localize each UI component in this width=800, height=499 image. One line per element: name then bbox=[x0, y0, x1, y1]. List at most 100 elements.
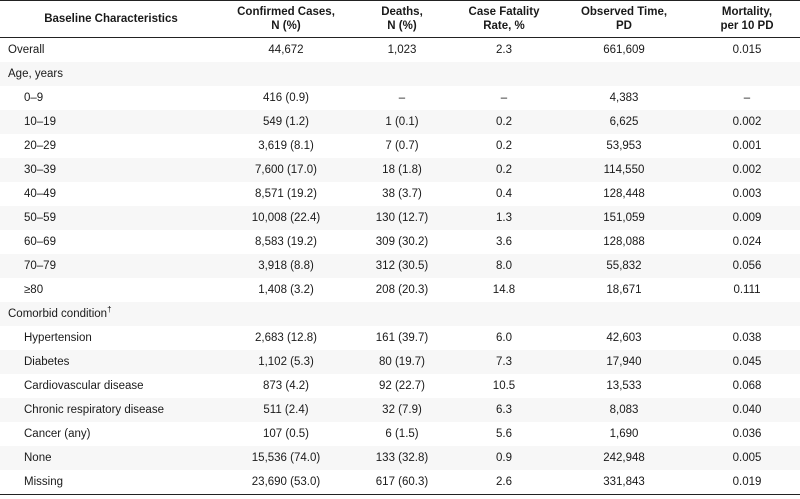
cell-mortality: 0.002 bbox=[694, 110, 800, 134]
table-row: Hypertension 2,683 (12.8) 161 (39.7) 6.0 42,… bbox=[0, 326, 800, 350]
cell-case-fatality-rate: 2.3 bbox=[496, 44, 512, 56]
row-label: 20–29 bbox=[24, 140, 56, 152]
cell-case-fatality-rate: 0.2 bbox=[454, 110, 554, 134]
cell-confirmed-cases: 2,683 (12.8) bbox=[254, 332, 317, 344]
row-label: Overall bbox=[8, 44, 45, 56]
cell-confirmed-cases: 15,536 (74.0) bbox=[222, 446, 350, 470]
row-label: 60–69 bbox=[24, 236, 56, 248]
cell-confirmed-cases: 7,600 (17.0) bbox=[222, 158, 350, 182]
cell-observed-time: 128,448 bbox=[603, 188, 645, 200]
cell-deaths: 6 (1.5) bbox=[385, 428, 419, 440]
cell-mortality bbox=[694, 62, 800, 86]
cell-mortality: 0.001 bbox=[732, 140, 762, 152]
cell-observed-time: 114,550 bbox=[554, 158, 694, 182]
cell-deaths: 133 (32.8) bbox=[350, 446, 454, 470]
cell-case-fatality-rate: 10.5 bbox=[492, 380, 516, 392]
cell-case-fatality-rate: 0.2 bbox=[496, 140, 512, 152]
header-row: Baseline Characteristics Confirmed Cases… bbox=[0, 0, 800, 38]
cell-deaths: 18 (1.8) bbox=[350, 158, 454, 182]
cell-observed-time: 17,940 bbox=[554, 350, 694, 374]
cell-confirmed-cases bbox=[222, 62, 350, 86]
cell-observed-time bbox=[554, 302, 694, 326]
cell-mortality: 0.009 bbox=[694, 206, 800, 230]
cell-deaths: 32 (7.9) bbox=[350, 398, 454, 422]
row-label: Cancer (any) bbox=[24, 428, 91, 440]
cell-confirmed-cases bbox=[222, 302, 350, 326]
row-label: 30–39 bbox=[0, 158, 222, 182]
table-row: Comorbid condition† bbox=[0, 302, 800, 326]
cell-deaths bbox=[350, 302, 454, 326]
cell-case-fatality-rate: 2.6 bbox=[454, 470, 554, 495]
cell-case-fatality-rate: 0.9 bbox=[454, 446, 554, 470]
cell-observed-time bbox=[554, 62, 694, 86]
cell-deaths: 1 (0.1) bbox=[350, 110, 454, 134]
cell-confirmed-cases: 1,408 (3.2) bbox=[258, 284, 314, 296]
cell-mortality: 0.036 bbox=[732, 428, 762, 440]
table-row: 60–69 8,583 (19.2) 309 (30.2) 3.6 128,088 0.0… bbox=[0, 230, 800, 254]
row-label: None bbox=[0, 446, 222, 470]
cell-deaths: 80 (19.7) bbox=[350, 350, 454, 374]
table-row: Age, years bbox=[0, 62, 800, 86]
cell-mortality bbox=[694, 302, 800, 326]
header-case-fatality-rate: Case Fatality Rate, % bbox=[454, 0, 554, 38]
cell-mortality: 0.111 bbox=[733, 284, 761, 296]
cell-confirmed-cases: 8,571 (19.2) bbox=[254, 188, 317, 200]
cell-confirmed-cases: 44,672 bbox=[268, 44, 304, 56]
cell-observed-time: 53,953 bbox=[606, 140, 642, 152]
table-row: Diabetes 1,102 (5.3) 80 (19.7) 7.3 17,940 0.0… bbox=[0, 350, 800, 374]
cell-case-fatality-rate: 3.6 bbox=[496, 236, 512, 248]
cell-deaths: 161 (39.7) bbox=[375, 332, 429, 344]
cell-mortality: 0.005 bbox=[694, 446, 800, 470]
table-row: 70–79 3,918 (8.8) 312 (30.5) 8.0 55,832 0.056 bbox=[0, 254, 800, 278]
header-deaths: Deaths, N (%) bbox=[350, 0, 454, 38]
row-label: 40–49 bbox=[24, 188, 56, 200]
cell-confirmed-cases: 416 (0.9) bbox=[262, 92, 310, 104]
row-label: Age, years bbox=[0, 62, 222, 86]
cell-confirmed-cases: 3,619 (8.1) bbox=[258, 140, 314, 152]
table-row: Overall 44,672 1,023 2.3 661,609 0.015 bbox=[0, 38, 800, 63]
header-confirmed-cases: Confirmed Cases, N (%) bbox=[222, 0, 350, 38]
table-row: Missing 23,690 (53.0) 617 (60.3) 2.6 331,843… bbox=[0, 470, 800, 495]
cell-observed-time: 4,383 bbox=[609, 92, 639, 104]
cell-observed-time: 661,609 bbox=[603, 44, 645, 56]
cell-case-fatality-rate: – bbox=[500, 92, 508, 104]
cell-case-fatality-rate: 14.8 bbox=[492, 284, 516, 296]
cell-deaths: 7 (0.7) bbox=[385, 140, 419, 152]
table-row: ≥80 1,408 (3.2) 208 (20.3) 14.8 18,671 0.111 bbox=[0, 278, 800, 302]
table-row: 40–49 8,571 (19.2) 38 (3.7) 0.4 128,448 0.003 bbox=[0, 182, 800, 206]
cell-confirmed-cases: 23,690 (53.0) bbox=[222, 470, 350, 495]
cell-case-fatality-rate: 0.4 bbox=[496, 188, 512, 200]
table-row: 30–39 7,600 (17.0) 18 (1.8) 0.2 114,550 0.002 bbox=[0, 158, 800, 182]
cell-mortality: 0.056 bbox=[694, 254, 800, 278]
cell-case-fatality-rate: 5.6 bbox=[496, 428, 512, 440]
cell-deaths: 1,023 bbox=[387, 44, 417, 56]
cell-case-fatality-rate: 1.3 bbox=[454, 206, 554, 230]
header-baseline-characteristics: Baseline Characteristics bbox=[0, 0, 222, 38]
cell-case-fatality-rate: 6.0 bbox=[496, 332, 512, 344]
table-row: None 15,536 (74.0) 133 (32.8) 0.9 242,948 0.0… bbox=[0, 446, 800, 470]
cell-deaths: 617 (60.3) bbox=[350, 470, 454, 495]
row-label: ≥80 bbox=[24, 284, 44, 296]
cell-mortality: 0.002 bbox=[694, 158, 800, 182]
table-row: 50–59 10,008 (22.4) 130 (12.7) 1.3 151,059 0.… bbox=[0, 206, 800, 230]
table-row: Chronic respiratory disease 511 (2.4) 32 (… bbox=[0, 398, 800, 422]
cell-deaths: – bbox=[398, 92, 406, 104]
cell-mortality: – bbox=[743, 92, 751, 104]
row-label: Chronic respiratory disease bbox=[0, 398, 222, 422]
table-row: 0–9 416 (0.9) – – 4,383 – bbox=[0, 86, 800, 110]
row-label: 10–19 bbox=[0, 110, 222, 134]
cell-mortality: 0.068 bbox=[732, 380, 762, 392]
cell-deaths: 92 (22.7) bbox=[378, 380, 426, 392]
cell-case-fatality-rate: 6.3 bbox=[454, 398, 554, 422]
cell-confirmed-cases: 511 (2.4) bbox=[222, 398, 350, 422]
cell-confirmed-cases: 107 (0.5) bbox=[262, 428, 310, 440]
table-body: Overall 44,672 1,023 2.3 661,609 0.015 Age, ye… bbox=[0, 38, 800, 495]
cell-confirmed-cases: 8,583 (19.2) bbox=[254, 236, 317, 248]
cell-observed-time: 331,843 bbox=[554, 470, 694, 495]
footnote-marker: † bbox=[107, 305, 112, 315]
cell-confirmed-cases: 873 (4.2) bbox=[262, 380, 310, 392]
table-row: 20–29 3,619 (8.1) 7 (0.7) 0.2 53,953 0.001 bbox=[0, 134, 800, 158]
cell-mortality: 0.045 bbox=[694, 350, 800, 374]
cell-deaths: 309 (30.2) bbox=[375, 236, 429, 248]
